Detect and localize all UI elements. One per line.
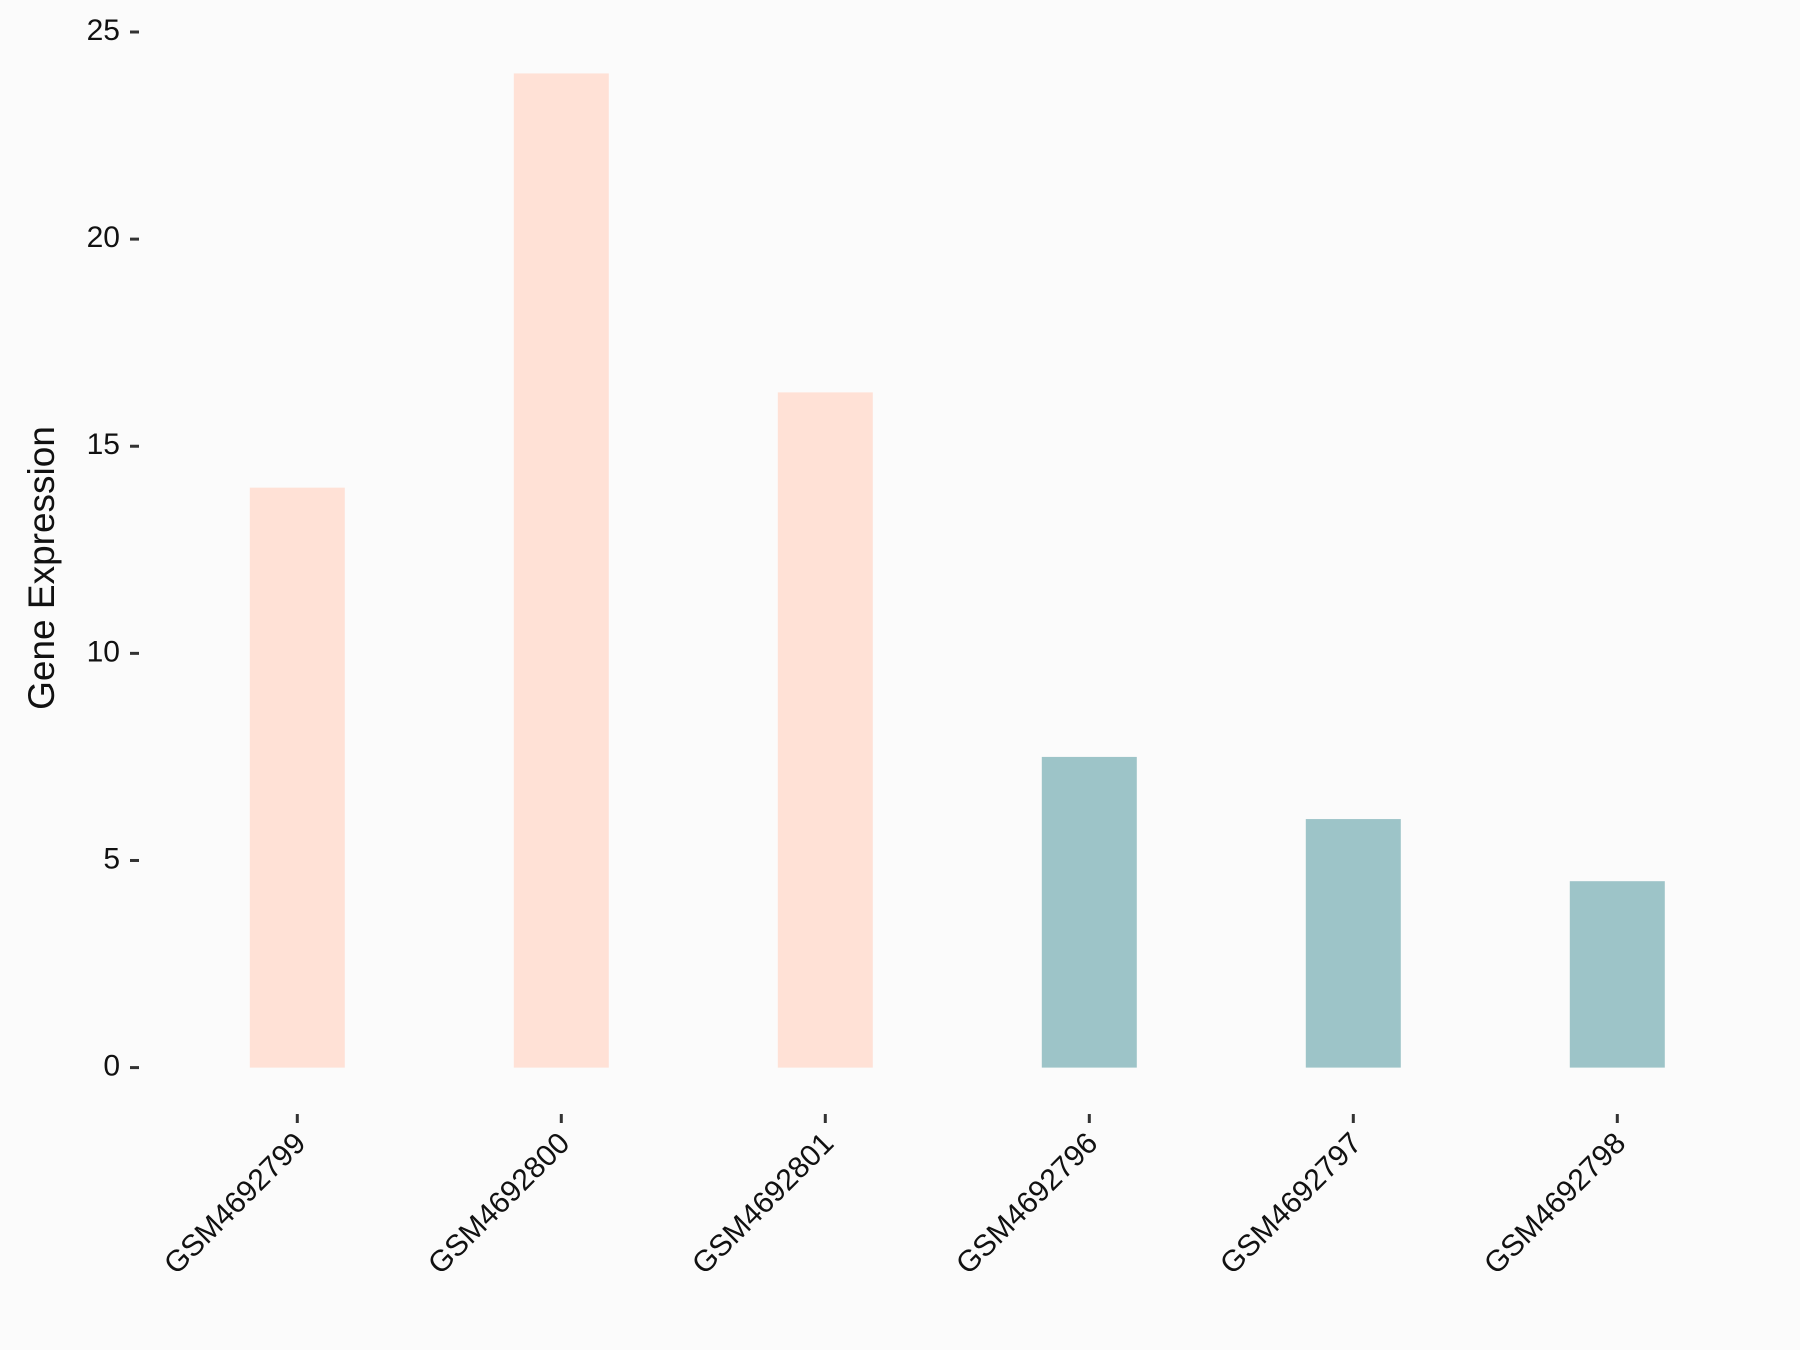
y-tick-label: 25 — [87, 14, 120, 47]
y-tick-label: 5 — [103, 842, 120, 875]
y-tick-label: 20 — [87, 221, 120, 254]
bar — [513, 73, 609, 1068]
y-tick-label: 15 — [87, 428, 120, 461]
bar — [1305, 819, 1401, 1068]
bar — [249, 487, 345, 1068]
bar — [1569, 881, 1665, 1068]
y-tick-label: 0 — [103, 1050, 120, 1083]
bar — [1041, 756, 1137, 1068]
y-tick-label: 10 — [87, 635, 120, 668]
bar — [777, 392, 873, 1068]
y-axis-title: Gene Expression — [21, 426, 62, 710]
